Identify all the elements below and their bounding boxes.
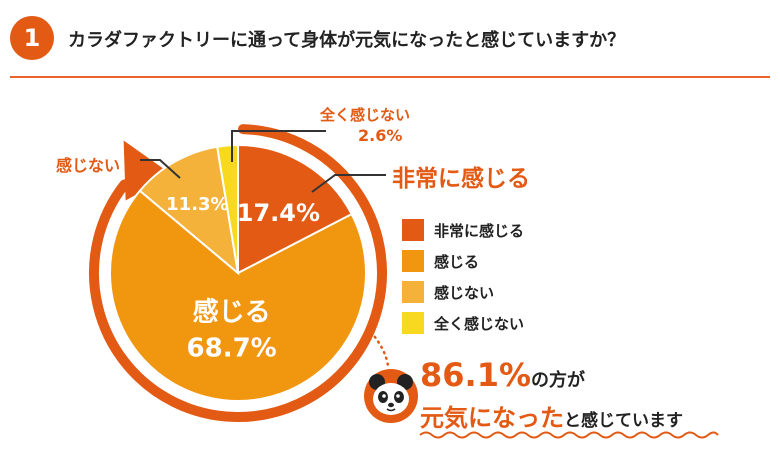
- summary-line-1: 86.1%の方が: [420, 356, 585, 394]
- leader-line-not-at-all: [231, 130, 326, 162]
- data-label-not: 11.3%: [166, 194, 228, 215]
- legend-item-not: 感じない: [402, 280, 524, 304]
- leader-line-not: [140, 159, 181, 179]
- legend-item-very-much: 非常に感じる: [402, 218, 524, 242]
- leader-line-summary: [369, 330, 390, 368]
- summary-line-2: 元気になったと感じています: [420, 398, 683, 433]
- legend-label: 非常に感じる: [434, 221, 525, 240]
- question-text: カラダファクトリーに通って身体が元気になったと感じていますか？: [68, 30, 626, 51]
- summary-line2-rest: と感じています: [564, 411, 683, 431]
- legend-swatch-feel: [402, 250, 424, 272]
- positive-share-arrowhead: [123, 140, 172, 201]
- callout-very-much: 非常に感じる: [392, 166, 530, 192]
- positive-share-arc: [89, 124, 387, 422]
- legend-label: 感じない: [434, 283, 495, 302]
- pie-slice-feel: [109, 189, 367, 403]
- summary-line1-rest: の方が: [531, 370, 586, 391]
- panda-icon: [364, 369, 418, 423]
- legend-label: 感じる: [434, 252, 480, 271]
- legend-item-feel: 感じる: [402, 249, 524, 273]
- header-divider: [10, 76, 770, 78]
- legend-swatch-very-much: [402, 219, 424, 241]
- legend-label: 全く感じない: [434, 314, 525, 333]
- pie-slice-not: [138, 145, 240, 276]
- leader-line-very-much: [311, 174, 386, 193]
- summary-wave-underline: [419, 431, 719, 439]
- summary-emphasis: 元気になった: [420, 404, 564, 432]
- legend-item-not-at-all: 全く感じない: [402, 311, 524, 335]
- data-label-very-much: 17.4%: [237, 199, 320, 227]
- legend: 非常に感じる 感じる 感じない 全く感じない: [402, 218, 524, 342]
- summary-percent: 86.1%: [420, 356, 532, 394]
- data-label-feel-category: 感じる: [193, 298, 271, 328]
- legend-swatch-not-at-all: [402, 312, 424, 334]
- callout-not-at-all-pct: 2.6%: [358, 126, 403, 145]
- question-header: 1 カラダファクトリーに通って身体が元気になったと感じていますか？: [10, 8, 770, 74]
- pie-slice-not-at-all: [216, 143, 239, 274]
- callout-not-at-all: 全く感じない: [320, 106, 411, 124]
- data-label-feel: 68.7%: [187, 334, 277, 364]
- question-number-badge: 1: [10, 16, 54, 60]
- pie-slice-very-much: [237, 143, 354, 275]
- legend-swatch-not: [402, 281, 424, 303]
- callout-not: 感じない: [56, 156, 121, 175]
